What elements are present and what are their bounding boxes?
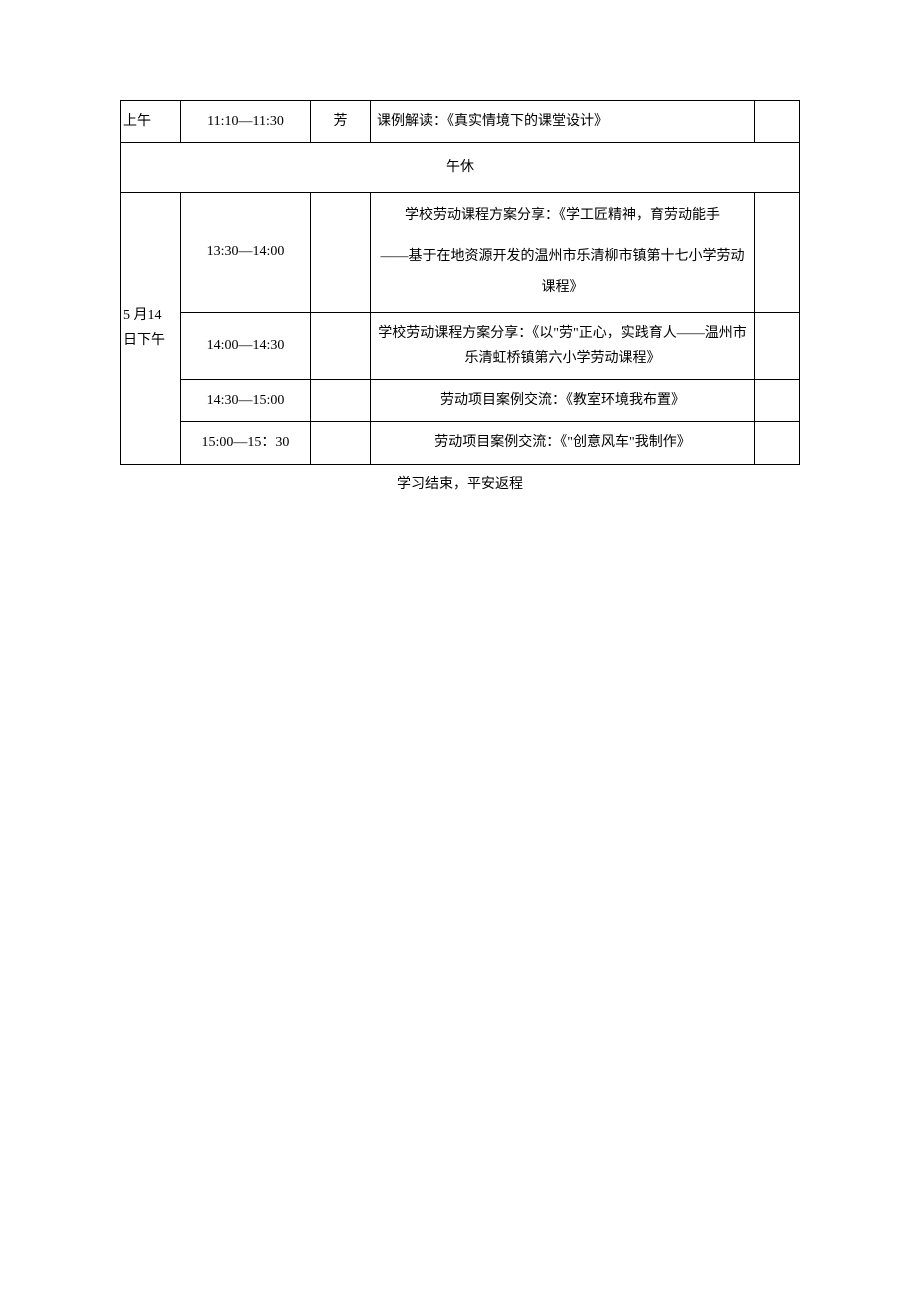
- cell-time: 11:10—11:30: [181, 101, 311, 143]
- cell-break: 午休: [121, 143, 800, 193]
- cell-date-afternoon: 5 月14 日下午: [121, 193, 181, 464]
- table-row: 14:00—14:30 学校劳动课程方案分享：《以"劳"正心，实践育人——温州市…: [121, 312, 800, 379]
- cell-last: [755, 312, 800, 379]
- cell-time: 13:30—14:00: [181, 193, 311, 312]
- footer-text: 学习结束，平安返程: [120, 473, 800, 493]
- cell-date: 上午: [121, 101, 181, 143]
- table-row: 15:00—15：30 劳动项目案例交流：《"创意风车"我制作》: [121, 422, 800, 464]
- break-row: 午休: [121, 143, 800, 193]
- cell-person: 芳: [311, 101, 371, 143]
- cell-time: 14:00—14:30: [181, 312, 311, 379]
- cell-content: 学校劳动课程方案分享：《学工匠精神，育劳动能手 ——基于在地资源开发的温州市乐清…: [371, 193, 755, 312]
- cell-content: 课例解读：《真实情境下的课堂设计》: [371, 101, 755, 143]
- table-row: 5 月14 日下午 13:30—14:00 学校劳动课程方案分享：《学工匠精神，…: [121, 193, 800, 312]
- cell-person: [311, 193, 371, 312]
- cell-content: 学校劳动课程方案分享：《以"劳"正心，实践育人——温州市乐清虹桥镇第六小学劳动课…: [371, 312, 755, 379]
- cell-last: [755, 380, 800, 422]
- cell-last: [755, 193, 800, 312]
- cell-person: [311, 380, 371, 422]
- cell-person: [311, 422, 371, 464]
- cell-content: 劳动项目案例交流：《"创意风车"我制作》: [371, 422, 755, 464]
- content-line1: 学校劳动课程方案分享：《学工匠精神，育劳动能手: [377, 201, 748, 232]
- cell-time: 15:00—15：30: [181, 422, 311, 464]
- cell-person: [311, 312, 371, 379]
- cell-last: [755, 422, 800, 464]
- cell-last: [755, 101, 800, 143]
- table-row: 14:30—15:00 劳动项目案例交流：《教室环境我布置》: [121, 380, 800, 422]
- cell-time: 14:30—15:00: [181, 380, 311, 422]
- cell-content: 劳动项目案例交流：《教室环境我布置》: [371, 380, 755, 422]
- table-row: 上午 11:10—11:30 芳 课例解读：《真实情境下的课堂设计》: [121, 101, 800, 143]
- schedule-table: 上午 11:10—11:30 芳 课例解读：《真实情境下的课堂设计》 午休 5 …: [120, 100, 800, 465]
- content-line2: ——基于在地资源开发的温州市乐清柳市镇第十七小学劳动课程》: [377, 242, 748, 304]
